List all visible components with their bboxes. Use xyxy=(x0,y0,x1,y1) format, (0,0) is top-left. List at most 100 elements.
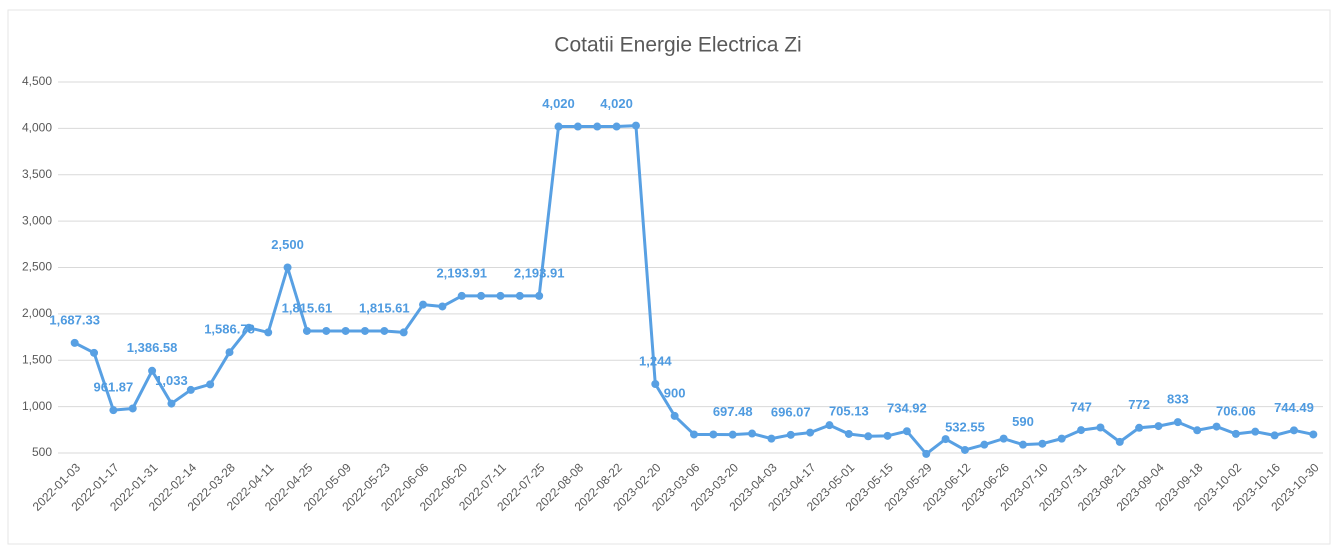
data-point xyxy=(399,328,408,337)
data-label: 2,193.91 xyxy=(514,265,565,280)
data-label: 705.13 xyxy=(829,403,869,418)
data-label: 772 xyxy=(1128,397,1150,412)
data-point xyxy=(1231,429,1240,438)
data-point xyxy=(1309,430,1318,439)
data-point xyxy=(573,122,582,131)
data-point xyxy=(186,385,195,394)
data-point xyxy=(341,326,350,335)
data-label: 734.92 xyxy=(887,401,927,416)
data-point xyxy=(457,291,466,300)
data-label: 697.48 xyxy=(713,404,753,419)
chart-frame xyxy=(7,9,1331,545)
y-tick-label: 3,000 xyxy=(22,213,52,227)
data-point xyxy=(1251,427,1260,436)
data-label: 1,244 xyxy=(639,353,672,368)
data-point xyxy=(767,434,776,443)
data-point xyxy=(1270,431,1279,440)
data-label: 696.07 xyxy=(771,404,811,419)
y-tick-label: 1,500 xyxy=(22,352,52,366)
data-point xyxy=(1019,440,1028,449)
data-label: 833 xyxy=(1167,392,1189,407)
data-point xyxy=(1193,426,1202,435)
data-point xyxy=(1212,422,1221,431)
data-point xyxy=(980,440,989,449)
data-point xyxy=(748,429,757,438)
data-point xyxy=(167,399,176,408)
data-point xyxy=(264,328,273,337)
data-point xyxy=(593,122,602,131)
data-point xyxy=(690,430,698,439)
data-point xyxy=(70,338,79,347)
data-point xyxy=(109,406,118,415)
y-tick-label: 4,000 xyxy=(22,121,52,135)
data-point xyxy=(554,122,563,131)
data-label: 744.49 xyxy=(1274,400,1314,415)
data-label: 961.87 xyxy=(94,380,134,395)
data-label: 2,500 xyxy=(271,237,304,252)
data-label: 590 xyxy=(1012,414,1034,429)
y-tick-label: 2,000 xyxy=(22,306,52,320)
data-label: 747 xyxy=(1070,400,1092,415)
data-point xyxy=(206,380,215,389)
data-point xyxy=(302,326,311,335)
data-point xyxy=(225,348,234,357)
data-label: 1,386.58 xyxy=(127,340,178,355)
data-point xyxy=(128,404,137,413)
data-point xyxy=(148,366,157,375)
data-point xyxy=(612,122,621,131)
data-point xyxy=(631,121,640,130)
data-label: 4,020 xyxy=(542,96,575,111)
data-point xyxy=(728,430,737,439)
data-point xyxy=(496,291,505,300)
data-point xyxy=(535,291,544,300)
data-point xyxy=(360,326,369,335)
data-point xyxy=(999,434,1008,443)
data-point xyxy=(477,291,486,300)
y-tick-label: 2,500 xyxy=(22,260,52,274)
y-tick-label: 500 xyxy=(32,445,52,459)
data-label: 532.55 xyxy=(945,419,985,434)
data-point xyxy=(786,430,795,439)
data-point xyxy=(806,428,815,437)
data-point xyxy=(1077,426,1086,435)
y-tick-label: 3,500 xyxy=(22,167,52,181)
data-label: 2,193.91 xyxy=(436,265,487,280)
data-point xyxy=(438,302,447,311)
data-point xyxy=(825,421,834,430)
data-label: 1,687.33 xyxy=(49,312,100,327)
data-point xyxy=(515,291,524,300)
data-label: 1,586.78 xyxy=(204,322,255,337)
y-tick-label: 4,500 xyxy=(22,74,52,88)
data-point xyxy=(902,427,911,436)
data-point xyxy=(941,435,950,444)
data-point xyxy=(883,431,892,440)
data-point xyxy=(1289,426,1298,435)
data-point xyxy=(244,323,253,332)
data-point xyxy=(1115,437,1124,446)
data-point xyxy=(1154,422,1163,431)
data-point xyxy=(844,429,853,438)
y-tick-label: 1,000 xyxy=(22,399,52,413)
data-point xyxy=(1057,434,1066,443)
data-label: 1,033 xyxy=(155,373,188,388)
data-point xyxy=(1038,439,1047,448)
data-point xyxy=(283,263,292,272)
data-point xyxy=(90,348,99,357)
data-label: 1,815.61 xyxy=(282,300,333,315)
data-point xyxy=(709,430,718,439)
data-point xyxy=(651,379,660,388)
data-label: 4,020 xyxy=(600,96,633,111)
data-point xyxy=(380,326,389,335)
data-label: 1,815.61 xyxy=(359,300,410,315)
data-label: 706.06 xyxy=(1216,403,1256,418)
data-point xyxy=(670,411,679,420)
data-point xyxy=(1173,418,1182,427)
data-point xyxy=(864,432,873,441)
data-point xyxy=(322,326,331,335)
data-point xyxy=(960,445,969,454)
data-label: 900 xyxy=(664,385,686,400)
data-point xyxy=(1135,423,1144,432)
chart-title: Cotatii Energie Electrica Zi xyxy=(554,34,801,57)
data-point xyxy=(419,300,428,309)
